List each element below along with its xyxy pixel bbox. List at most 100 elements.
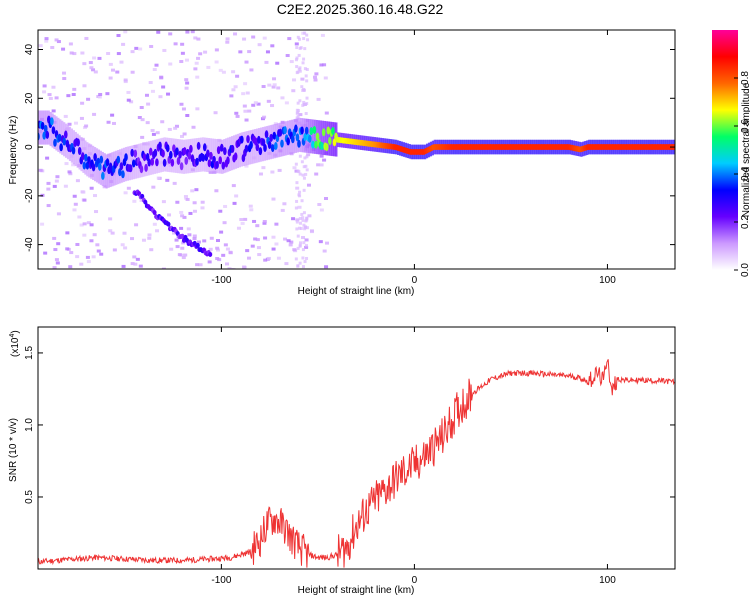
spectrogram-cell: [122, 231, 127, 235]
spectrogram-cell: [86, 97, 91, 101]
colorbar-tick-label: 0.6: [740, 119, 750, 133]
spectrogram-cell: [248, 204, 253, 208]
spectrogram-cell: [132, 199, 137, 203]
spectrogram-cell: [119, 162, 124, 171]
spectrogram-cell: [64, 162, 69, 166]
spectrogram-cell: [258, 147, 263, 156]
spectrogram-cell: [281, 122, 284, 157]
spectrogram-cell: [180, 139, 184, 174]
spectrogram-cell: [155, 139, 158, 174]
spectrogram-cell: [322, 63, 327, 67]
spectrogram-cell: [151, 132, 156, 136]
spectrogram-cell: [200, 200, 205, 204]
x-tick-label: -100: [211, 275, 231, 286]
spectrogram-cell: [325, 121, 328, 156]
spectrogram-cell: [82, 233, 87, 237]
spectrogram-cell: [234, 134, 238, 169]
spectrogram-cell: [69, 251, 74, 255]
spectrogram-cell: [71, 146, 76, 155]
spectrogram-cell: [296, 35, 300, 39]
spectrogram-cell: [267, 140, 272, 149]
spectrogram-cell: [305, 168, 309, 172]
spectrogram-cell: [108, 76, 113, 80]
spectrogram-cell: [62, 77, 67, 81]
spectrogram-y-ticks: -40 -20 0 20 40: [24, 44, 675, 252]
spectrogram-cell: [173, 42, 178, 46]
spectrogram-cell: [301, 236, 306, 240]
spectrogram-cell: [245, 91, 250, 95]
spectrogram-cell: [235, 74, 240, 78]
spectrogram-cell: [135, 257, 140, 261]
spectrogram-cell: [274, 141, 278, 150]
spectrogram-cell: [319, 154, 324, 158]
spectrogram-cell: [147, 158, 151, 167]
spectrogram-cell: [126, 186, 131, 190]
spectrogram-cell: [213, 138, 216, 173]
spectrogram-cell: [240, 221, 245, 225]
spectrogram-cell: [301, 61, 305, 65]
spectrogram-cell: [179, 162, 184, 171]
snr-x-axis-label: Height of straight line (km): [298, 585, 415, 596]
spectrogram-cell: [194, 138, 197, 173]
spectrogram-cell: [243, 109, 248, 113]
spectrogram-cell: [46, 187, 51, 191]
spectrogram-cell: [184, 86, 189, 90]
spectrogram-cell: [110, 68, 115, 72]
spectrogram-cell: [126, 90, 131, 94]
spectrogram-cell: [300, 77, 305, 81]
spectrogram-cell: [196, 141, 201, 150]
spectrogram-cell: [305, 216, 309, 220]
spectrogram-cell: [263, 143, 267, 152]
spectrogram-cell: [181, 256, 186, 260]
spectrogram-cell: [151, 185, 156, 189]
spectrogram-cell: [233, 152, 238, 161]
spectrogram-cell: [214, 60, 219, 64]
spectrogram-cell: [123, 30, 128, 34]
spectrogram-cell: [301, 216, 305, 220]
spectrogram-cell: [235, 114, 240, 118]
spectrogram-cell: [302, 165, 306, 169]
spectrogram-cell: [274, 222, 279, 226]
spectrogram-cell: [91, 255, 96, 259]
spectrogram-cell: [184, 156, 189, 165]
spectrogram-cell: [244, 118, 249, 122]
spectrogram-cell: [180, 233, 185, 239]
spectrogram-cell: [247, 50, 252, 54]
spectrogram-cell: [298, 69, 302, 73]
spectrogram-cell: [46, 204, 51, 208]
spectrogram-cell: [321, 120, 324, 155]
spectrogram-cell: [265, 50, 270, 54]
spectrogram-cell: [311, 140, 315, 149]
spectrogram-cell: [116, 155, 121, 164]
spectrogram-cell: [155, 158, 159, 167]
spectrogram-cell: [295, 46, 299, 50]
spectrogram-cell: [82, 126, 87, 130]
spectrogram-cell: [196, 240, 201, 244]
spectrogram-cell: [75, 255, 80, 259]
spectrogram-cell: [251, 103, 256, 107]
spectrogram-cell: [313, 78, 318, 82]
spectrogram-cell: [179, 134, 184, 138]
spectrogram-cell: [71, 92, 76, 96]
spectrogram-cell: [172, 181, 177, 185]
spectrogram-cell: [192, 201, 197, 205]
spectrogram-cell: [299, 46, 303, 50]
spectrogram-cell: [324, 143, 329, 152]
spectrogram-cell: [221, 70, 226, 74]
spectrogram-cell: [219, 143, 224, 152]
spectrogram-cell: [272, 83, 277, 87]
spectrogram-cell: [188, 211, 193, 215]
spectrogram-cell: [255, 238, 260, 242]
spectrogram-cell: [170, 158, 175, 167]
spectrogram-frame: [37, 29, 676, 270]
spectrogram-cell: [42, 84, 47, 88]
spectrogram-cell: [88, 61, 93, 65]
spectrogram-cell: [45, 156, 50, 160]
spectrogram-cell: [244, 164, 249, 168]
spectrogram-cell: [249, 208, 254, 212]
spectrogram-cell: [213, 111, 218, 115]
spectrogram-cell: [262, 36, 267, 40]
spectrogram-cell: [72, 52, 77, 56]
spectrogram-cell: [231, 136, 234, 171]
spectrogram-cell: [80, 152, 85, 161]
